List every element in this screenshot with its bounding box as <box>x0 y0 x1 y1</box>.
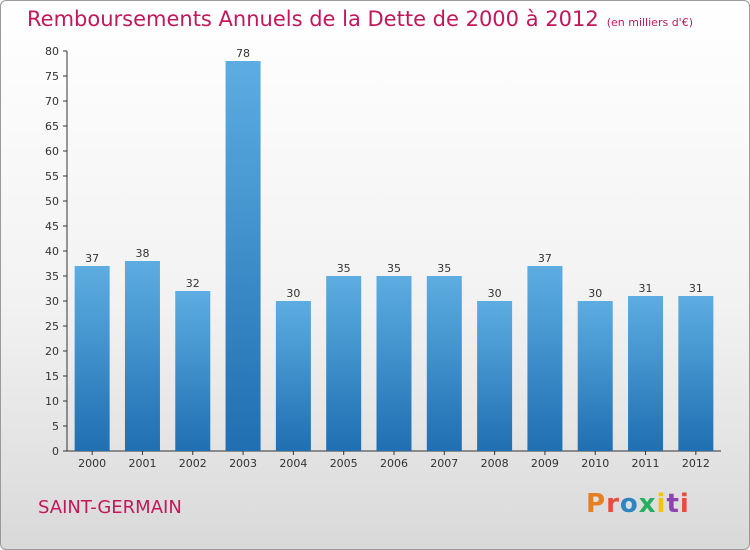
x-tick-label-2001: 2001 <box>128 457 156 470</box>
y-tick-label: 70 <box>45 95 59 108</box>
x-tick-label-2008: 2008 <box>481 457 509 470</box>
y-tick-label: 60 <box>45 145 59 158</box>
bar-2004 <box>275 301 311 451</box>
y-tick-label: 55 <box>45 170 59 183</box>
logo-letter: x <box>638 489 657 519</box>
y-tick-label: 25 <box>45 320 59 333</box>
y-tick-label: 10 <box>45 395 59 408</box>
y-tick-label: 50 <box>45 195 59 208</box>
y-tick-label: 20 <box>45 345 59 358</box>
bar-2008 <box>477 301 513 451</box>
logo-letter: r <box>606 489 620 519</box>
x-tick-label-2007: 2007 <box>430 457 458 470</box>
value-label-2001: 38 <box>135 247 149 260</box>
value-label-2000: 37 <box>85 252 99 265</box>
x-tick-label-2004: 2004 <box>279 457 307 470</box>
title-unit: (en milliers d'€) <box>606 16 693 29</box>
x-tick-label-2012: 2012 <box>682 457 710 470</box>
bar-2000 <box>74 266 110 451</box>
value-label-2003: 78 <box>236 47 250 60</box>
value-labels: 37 38 32 78 30 35 35 35 30 37 30 31 31 <box>85 47 703 300</box>
axes: 0 5 10 15 20 25 30 35 40 45 50 55 60 65 70 75 80 2000 2001… <box>45 45 721 470</box>
value-label-2007: 35 <box>437 262 451 275</box>
y-tick-label: 30 <box>45 295 59 308</box>
logo-letter: P <box>586 489 607 519</box>
logo-letter: o <box>619 489 639 519</box>
y-tick-label: 35 <box>45 270 59 283</box>
x-tick-label-2010: 2010 <box>581 457 609 470</box>
value-label-2012: 31 <box>689 282 703 295</box>
x-tick-label-2005: 2005 <box>330 457 358 470</box>
bar-2007 <box>426 276 462 451</box>
town-name: SAINT-GERMAIN <box>38 497 182 518</box>
y-tick-label: 75 <box>45 70 59 83</box>
y-tick-label: 5 <box>52 420 59 433</box>
y-tick-label: 65 <box>45 120 59 133</box>
value-label-2009: 37 <box>538 252 552 265</box>
bar-2006 <box>376 276 412 451</box>
bar-2011 <box>628 296 664 451</box>
bar-2010 <box>577 301 613 451</box>
x-tick-label-2003: 2003 <box>229 457 257 470</box>
value-label-2011: 31 <box>639 282 653 295</box>
x-tick-label-2002: 2002 <box>179 457 207 470</box>
x-tick-label-2006: 2006 <box>380 457 408 470</box>
y-tick-label: 80 <box>45 45 59 58</box>
bar-2009 <box>527 266 563 451</box>
x-tick-label-2009: 2009 <box>531 457 559 470</box>
value-label-2006: 35 <box>387 262 401 275</box>
value-label-2004: 30 <box>286 287 300 300</box>
title-text: Remboursements Annuels de la Dette de 20… <box>27 7 599 31</box>
bar-2005 <box>326 276 362 451</box>
bar-2012 <box>678 296 714 451</box>
value-label-2002: 32 <box>186 277 200 290</box>
chart-title: Remboursements Annuels de la Dette de 20… <box>27 7 693 31</box>
logo-letter: i <box>679 489 690 519</box>
x-tick-label-2000: 2000 <box>78 457 106 470</box>
y-tick-label: 45 <box>45 220 59 233</box>
value-label-2005: 35 <box>337 262 351 275</box>
x-tick-label-2011: 2011 <box>632 457 660 470</box>
bar-2002 <box>175 291 211 451</box>
proxiti-logo: Proxiti <box>586 489 690 519</box>
y-tick-label: 40 <box>45 245 59 258</box>
y-tick-label: 15 <box>45 370 59 383</box>
bar-2001 <box>124 261 160 451</box>
logo-letter: i <box>656 489 667 519</box>
bar-2003 <box>225 61 261 451</box>
value-label-2010: 30 <box>588 287 602 300</box>
value-label-2008: 30 <box>488 287 502 300</box>
logo-letter: t <box>666 489 680 519</box>
bars <box>74 61 714 451</box>
y-tick-label: 0 <box>52 445 59 458</box>
